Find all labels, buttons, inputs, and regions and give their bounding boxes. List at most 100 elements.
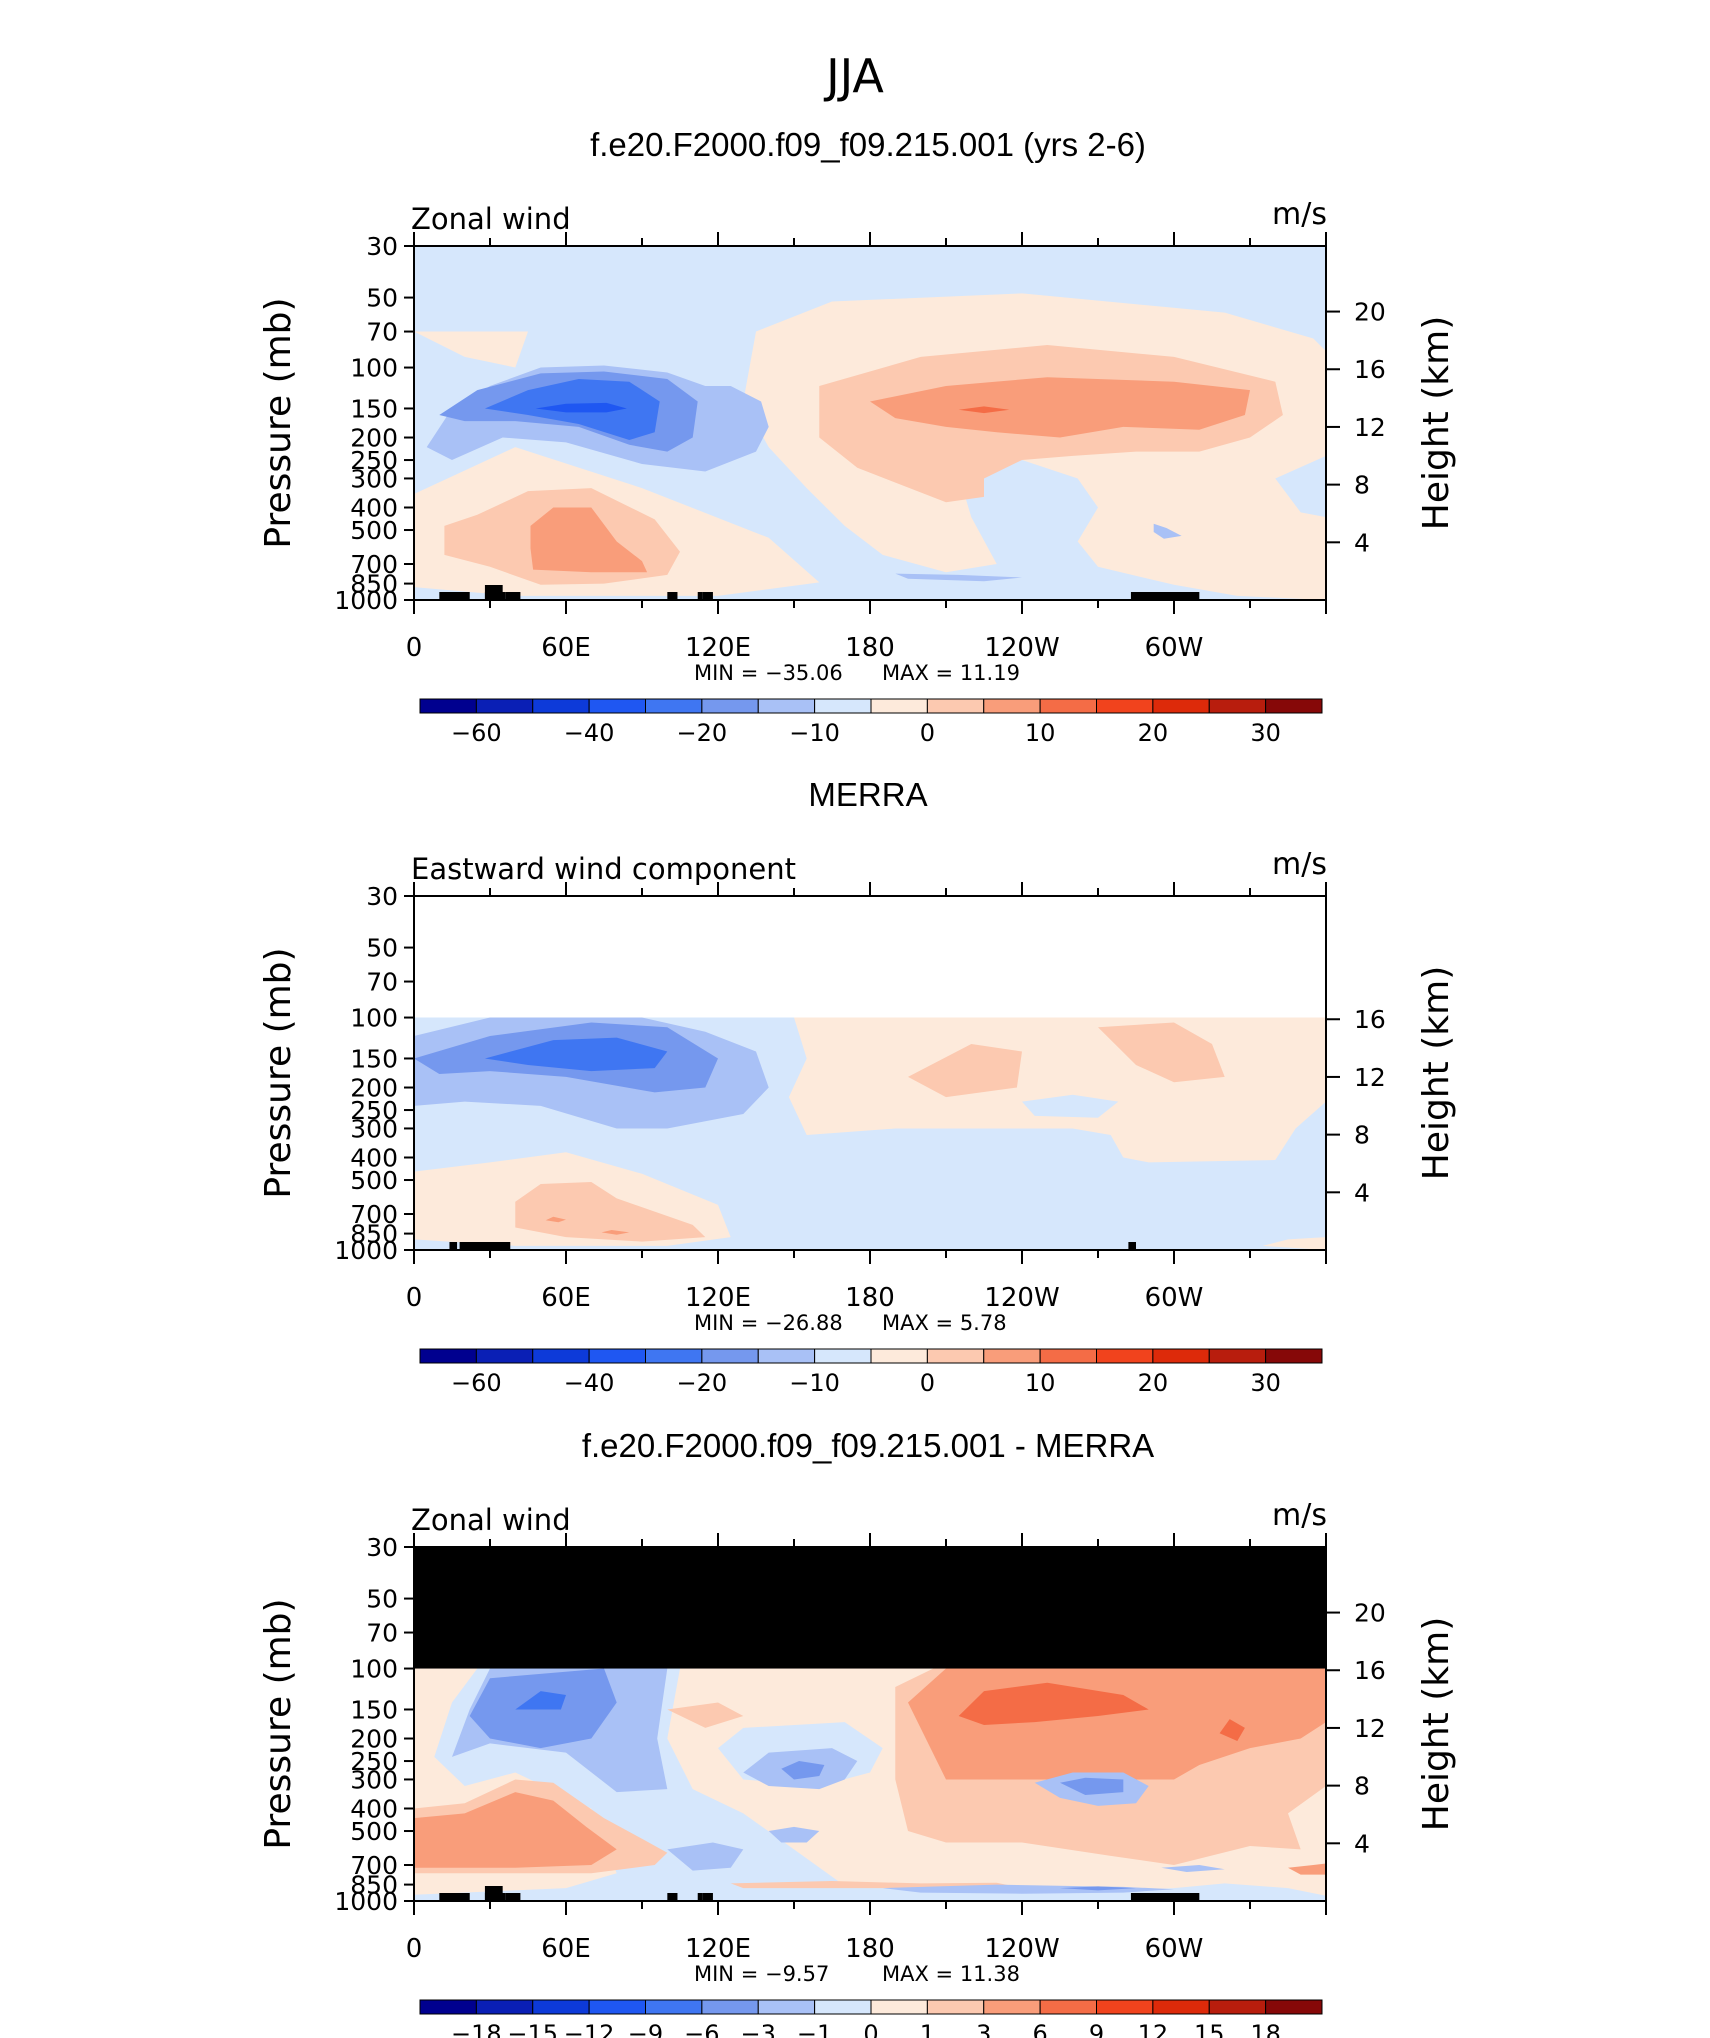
x-tick-label: 180 bbox=[845, 1283, 895, 1313]
colorbar-swatch bbox=[645, 1999, 703, 2015]
colorbar-swatch bbox=[475, 1348, 534, 1364]
colorbar-swatch bbox=[1265, 698, 1323, 714]
height-tick-label: 4 bbox=[1354, 1178, 1370, 1207]
colorbar-swatch bbox=[532, 1348, 590, 1364]
y-tick-label: 30 bbox=[366, 232, 398, 261]
colorbar-label: −6 bbox=[684, 2020, 719, 2038]
colorbar-label: −10 bbox=[789, 1369, 840, 1397]
x-tick-label: 60W bbox=[1145, 633, 1204, 663]
y-axis-label-height: Height (km) bbox=[1416, 1617, 1457, 1831]
x-tick-label: 120W bbox=[984, 633, 1059, 663]
x-tick-label: 0 bbox=[406, 1934, 423, 1964]
colorbar-swatch bbox=[701, 1999, 759, 2015]
colorbar-swatch bbox=[588, 698, 646, 714]
contour-region bbox=[667, 1702, 744, 1728]
colorbar-swatch bbox=[1096, 1348, 1154, 1364]
y-tick-label: 50 bbox=[366, 934, 398, 963]
colorbar-swatch bbox=[1096, 698, 1154, 714]
colorbar-swatch bbox=[1265, 1348, 1323, 1364]
contour-region bbox=[895, 573, 1022, 582]
masked-region bbox=[414, 1547, 1326, 1669]
topography-block bbox=[697, 592, 703, 600]
colorbar-label: 20 bbox=[1138, 1369, 1169, 1397]
colorbar-swatch bbox=[757, 698, 816, 714]
contour-region bbox=[535, 402, 627, 413]
topography-block bbox=[439, 592, 470, 600]
colorbar-swatch bbox=[926, 1999, 985, 2015]
colorbar-swatch bbox=[814, 1348, 872, 1364]
colorbar-swatch bbox=[588, 1348, 646, 1364]
topography-block bbox=[459, 1242, 490, 1250]
contour-region bbox=[908, 1044, 1022, 1098]
y-tick-label: 200 bbox=[350, 424, 398, 453]
colorbar-swatch bbox=[870, 1348, 928, 1364]
topography-block bbox=[484, 1886, 503, 1901]
y-tick-label: 70 bbox=[366, 1619, 398, 1648]
x-tick-label: 60E bbox=[541, 633, 591, 663]
y-tick-label: 200 bbox=[350, 1074, 398, 1103]
y-tick-label: 500 bbox=[350, 516, 398, 545]
topography-block bbox=[449, 1242, 458, 1250]
y-tick-label: 300 bbox=[350, 1114, 398, 1143]
y-tick-label: 30 bbox=[366, 882, 398, 911]
y-tick-label: 1000 bbox=[334, 1887, 398, 1916]
colorbar-swatch bbox=[983, 1999, 1041, 2015]
x-tick-label: 120W bbox=[984, 1283, 1059, 1313]
units-label: m/s bbox=[1272, 1498, 1327, 1533]
topography-block bbox=[1128, 1242, 1136, 1250]
height-tick-label: 8 bbox=[1354, 471, 1370, 500]
colorbar-label: −18 bbox=[451, 2020, 502, 2038]
y-tick-label: 100 bbox=[350, 1004, 398, 1033]
colorbar-label: −60 bbox=[451, 719, 502, 747]
height-tick-label: 12 bbox=[1354, 1063, 1386, 1092]
colorbar-label: 0 bbox=[863, 2020, 878, 2038]
colorbar-swatch bbox=[645, 1348, 703, 1364]
colorbar-label: 9 bbox=[1089, 2020, 1104, 2038]
colorbar-swatch bbox=[532, 1999, 590, 2015]
y-tick-label: 700 bbox=[350, 1851, 398, 1880]
x-tick-label: 180 bbox=[845, 633, 895, 663]
x-tick-label: 0 bbox=[406, 1283, 423, 1313]
contour-region bbox=[1262, 1237, 1326, 1250]
colorbar-label: −40 bbox=[564, 719, 615, 747]
contour-region bbox=[1060, 1777, 1124, 1795]
contour-region bbox=[545, 1216, 566, 1223]
colorbar-swatch bbox=[588, 1999, 646, 2015]
colorbar-label: 18 bbox=[1250, 2020, 1281, 2038]
contour-region bbox=[515, 1691, 566, 1710]
contour-region bbox=[1098, 1022, 1225, 1083]
colorbar-swatch bbox=[814, 1999, 872, 2015]
variable-label: Eastward wind component bbox=[411, 852, 796, 886]
min-value: MIN = −35.06 bbox=[694, 661, 843, 685]
colorbar-swatch bbox=[1096, 1999, 1154, 2015]
x-tick-label: 120E bbox=[685, 1283, 751, 1313]
colorbar-swatch bbox=[757, 1348, 816, 1364]
plot-area bbox=[414, 1017, 1326, 1250]
height-tick-label: 8 bbox=[1354, 1121, 1370, 1150]
colorbar-label: −10 bbox=[789, 719, 840, 747]
colorbar-swatch bbox=[1152, 698, 1210, 714]
colorbar-label: 30 bbox=[1250, 719, 1281, 747]
colorbar-label: −40 bbox=[564, 1369, 615, 1397]
y-axis-label-pressure: Pressure (mb) bbox=[258, 297, 299, 548]
colorbar-label: −3 bbox=[741, 2020, 776, 2038]
colorbar-label: 10 bbox=[1025, 1369, 1056, 1397]
contour-region bbox=[1153, 523, 1182, 539]
colorbar-label: −20 bbox=[677, 719, 728, 747]
y-tick-label: 500 bbox=[350, 1817, 398, 1846]
colorbar-label: −9 bbox=[628, 2020, 663, 2038]
y-tick-label: 400 bbox=[350, 1143, 398, 1172]
colorbar-label: 0 bbox=[920, 719, 935, 747]
colorbar-label: 6 bbox=[1032, 2020, 1047, 2038]
topography-block bbox=[702, 1893, 713, 1901]
topography-block bbox=[667, 592, 678, 600]
topography-block bbox=[697, 1893, 703, 1901]
contour-region bbox=[414, 331, 528, 368]
topography-block bbox=[1130, 1893, 1200, 1901]
units-label: m/s bbox=[1272, 847, 1327, 882]
colorbar-swatch bbox=[1039, 698, 1097, 714]
contour-region bbox=[1060, 1886, 1136, 1891]
colorbar-label: 30 bbox=[1250, 1369, 1281, 1397]
y-tick-label: 300 bbox=[350, 1765, 398, 1794]
